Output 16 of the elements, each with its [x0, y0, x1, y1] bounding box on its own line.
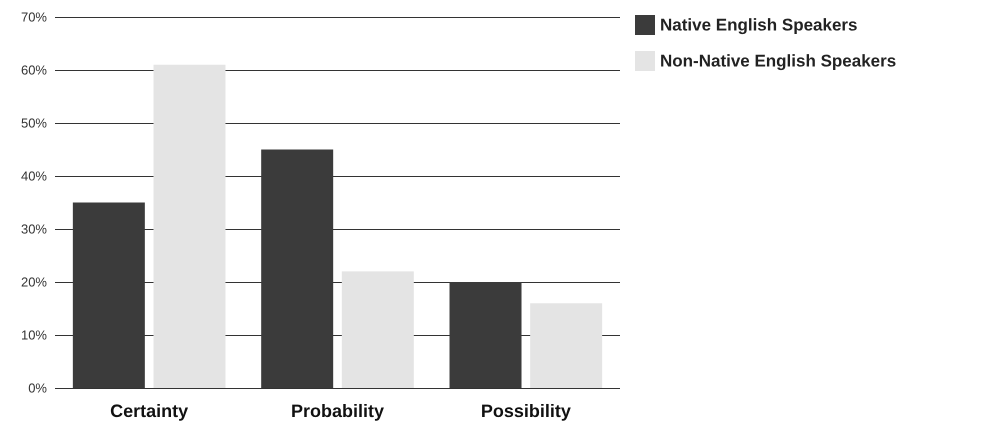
- y-tick-label: 40%: [20, 168, 48, 184]
- y-tick-label: 0%: [28, 380, 48, 396]
- y-tick-label: 50%: [20, 116, 48, 130]
- legend-label: Native English Speakers: [660, 16, 858, 34]
- bar: [530, 303, 602, 388]
- x-tick-label: Probability: [290, 401, 384, 421]
- x-tick-label: Certainty: [110, 401, 188, 421]
- y-tick-label: 60%: [20, 62, 48, 78]
- bar: [342, 271, 414, 388]
- legend-label: Non-Native English Speakers: [660, 52, 896, 70]
- y-tick-label: 30%: [20, 222, 48, 236]
- y-tick-label: 20%: [20, 274, 48, 290]
- y-tick-label: 10%: [20, 328, 48, 342]
- bar: [153, 64, 226, 388]
- x-tick-label: Possibility: [480, 401, 571, 421]
- y-tick-label: 70%: [20, 10, 48, 24]
